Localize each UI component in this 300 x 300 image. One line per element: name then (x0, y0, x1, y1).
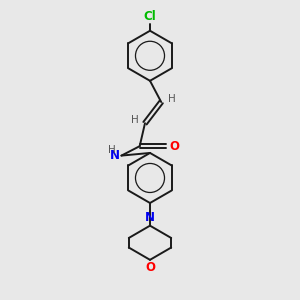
Text: N: N (145, 211, 155, 224)
Text: Cl: Cl (144, 10, 156, 23)
Text: H: H (108, 145, 116, 155)
Text: N: N (110, 149, 120, 162)
Text: H: H (168, 94, 176, 104)
Text: H: H (131, 115, 139, 125)
Text: O: O (145, 261, 155, 274)
Text: O: O (170, 140, 180, 153)
